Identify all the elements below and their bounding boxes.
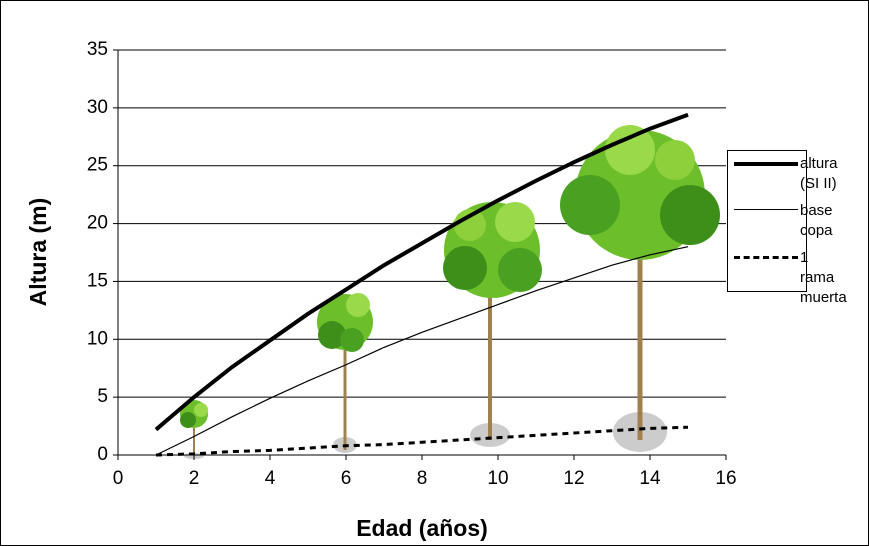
series-line — [155, 246, 689, 456]
y-tick-label: 35 — [87, 39, 108, 60]
x-tick-label: 12 — [563, 468, 584, 489]
legend-swatch — [734, 209, 798, 210]
x-tick-label: 8 — [417, 468, 428, 489]
y-tick-label: 5 — [97, 386, 108, 407]
x-tick-label: 2 — [189, 468, 200, 489]
legend-label: 1 rama muerta — [800, 249, 847, 306]
y-tick-label: 10 — [87, 328, 108, 349]
series-line — [154, 112, 689, 432]
x-tick-label: 14 — [639, 468, 661, 489]
legend-swatch — [734, 162, 798, 166]
y-tick-label: 15 — [87, 270, 108, 291]
tree — [317, 293, 373, 453]
series-line — [155, 425, 689, 457]
y-tick-label: 0 — [97, 444, 108, 465]
x-tick-label: 4 — [265, 468, 276, 489]
legend-item: base copa — [728, 198, 833, 245]
y-tick-label: 20 — [87, 213, 108, 234]
x-tick-label: 10 — [487, 468, 508, 489]
tree-illustrations — [180, 125, 720, 459]
x-axis-title: Edad (años) — [356, 515, 488, 541]
legend-swatch — [734, 256, 798, 259]
x-tick-label: 6 — [341, 468, 352, 489]
legend: altura (SI II) base copa 1 rama muerta — [727, 150, 847, 306]
y-tick-label: 25 — [87, 155, 108, 176]
x-tick-label: 16 — [715, 468, 736, 489]
tree — [443, 202, 542, 447]
y-axis-title: Altura (m) — [25, 198, 51, 307]
legend-label: altura (SI II) — [800, 155, 838, 192]
y-tick-label: 30 — [87, 97, 108, 118]
tree — [560, 125, 720, 452]
legend-item: altura (SI II) — [728, 151, 838, 198]
legend-label: base copa — [800, 202, 833, 239]
x-tick-label: 0 — [113, 468, 124, 489]
legend-item: 1 rama muerta — [728, 245, 847, 306]
